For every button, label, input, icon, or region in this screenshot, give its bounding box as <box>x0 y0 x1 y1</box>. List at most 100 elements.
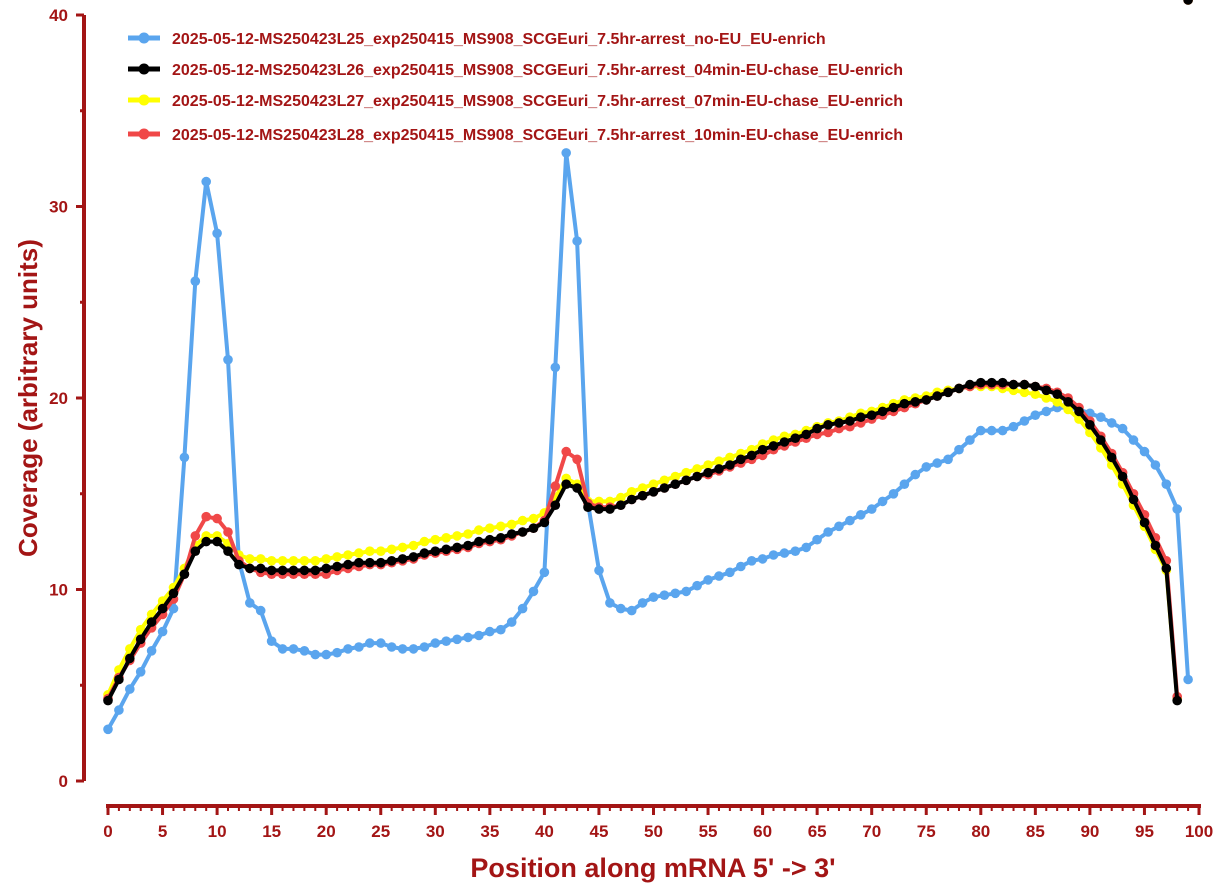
data-point <box>463 529 473 539</box>
data-point <box>997 377 1008 388</box>
data-point <box>801 542 811 553</box>
data-point <box>299 565 310 576</box>
data-point <box>637 483 648 493</box>
data-point <box>212 228 222 239</box>
data-point <box>659 590 670 600</box>
data-point <box>190 546 201 556</box>
legend-item: 2025-05-12-MS250423L25_exp250415_MS908_S… <box>128 31 826 48</box>
data-point <box>561 148 571 158</box>
data-point <box>725 567 735 578</box>
data-point <box>168 603 179 614</box>
data-point <box>463 540 473 551</box>
x-tick-label: 40 <box>535 822 554 841</box>
data-point <box>277 556 288 566</box>
x-tick-label: 80 <box>971 822 990 841</box>
data-point <box>681 586 691 597</box>
data-point <box>616 603 626 614</box>
data-point <box>1150 460 1161 470</box>
data-point <box>517 527 528 537</box>
legend-item: 2025-05-12-MS250423L28_exp250415_MS908_S… <box>128 127 903 144</box>
data-point <box>1117 471 1128 482</box>
data-point <box>692 464 702 474</box>
data-point <box>1150 540 1161 551</box>
data-point <box>954 444 964 455</box>
series-line <box>106 380 1180 702</box>
x-tick-label: 95 <box>1135 822 1154 841</box>
data-point <box>1096 435 1106 445</box>
data-point <box>485 534 495 545</box>
data-point <box>266 556 277 566</box>
data-point <box>441 636 452 646</box>
data-point <box>201 176 211 187</box>
data-point <box>135 634 146 645</box>
data-point <box>1041 393 1052 403</box>
x-tick-label: 60 <box>753 822 772 841</box>
series-line <box>106 150 1191 731</box>
data-point <box>539 567 550 578</box>
data-point <box>561 479 571 490</box>
data-point <box>266 565 277 576</box>
x-tick-label: 45 <box>589 822 608 841</box>
data-point <box>321 563 332 574</box>
data-point <box>812 423 822 434</box>
data-point <box>528 513 539 524</box>
data-point <box>255 554 266 564</box>
data-point <box>408 644 419 654</box>
data-point <box>463 632 473 643</box>
data-point <box>397 554 408 564</box>
data-point <box>506 519 517 530</box>
data-point <box>561 446 571 457</box>
data-point <box>441 533 452 543</box>
data-point <box>866 410 877 421</box>
data-point <box>310 649 321 660</box>
data-point <box>125 684 135 694</box>
data-point <box>376 638 386 648</box>
data-point <box>648 592 659 602</box>
data-point <box>921 395 932 405</box>
data-point <box>496 533 506 543</box>
data-point <box>746 450 757 461</box>
data-point <box>1008 379 1019 390</box>
data-point <box>834 521 844 532</box>
data-point <box>736 561 746 572</box>
data-point <box>365 638 375 648</box>
data-point <box>452 531 462 541</box>
data-point <box>430 638 441 648</box>
data-point <box>856 510 866 520</box>
y-tick-label: 10 <box>49 581 68 600</box>
data-point <box>768 441 779 451</box>
data-point <box>1030 410 1041 421</box>
data-point <box>343 559 353 570</box>
data-point <box>386 642 397 652</box>
data-point <box>212 513 222 524</box>
data-point <box>452 634 462 645</box>
data-point <box>932 391 942 401</box>
data-point <box>223 354 233 365</box>
data-point <box>812 534 822 545</box>
data-point <box>255 605 266 616</box>
data-point <box>550 500 561 511</box>
data-point <box>845 416 855 426</box>
data-point <box>1041 406 1052 417</box>
data-point <box>288 556 299 566</box>
data-point <box>779 548 790 558</box>
legend-label: 2025-05-12-MS250423L28_exp250415_MS908_S… <box>172 127 903 144</box>
x-tick-label: 10 <box>208 822 227 841</box>
data-point <box>976 377 986 388</box>
data-point <box>1008 421 1019 432</box>
data-point <box>714 571 724 581</box>
data-point <box>921 462 932 472</box>
data-point <box>485 626 495 637</box>
data-point <box>616 500 626 511</box>
data-point <box>1139 446 1150 457</box>
data-point <box>539 517 550 528</box>
series-layer <box>103 0 1193 735</box>
data-point <box>354 548 364 558</box>
data-point <box>299 646 310 656</box>
legend-label: 2025-05-12-MS250423L25_exp250415_MS908_S… <box>172 31 826 48</box>
data-point <box>670 471 681 482</box>
data-point <box>223 546 233 556</box>
data-point <box>1019 387 1030 398</box>
data-point <box>626 605 637 616</box>
